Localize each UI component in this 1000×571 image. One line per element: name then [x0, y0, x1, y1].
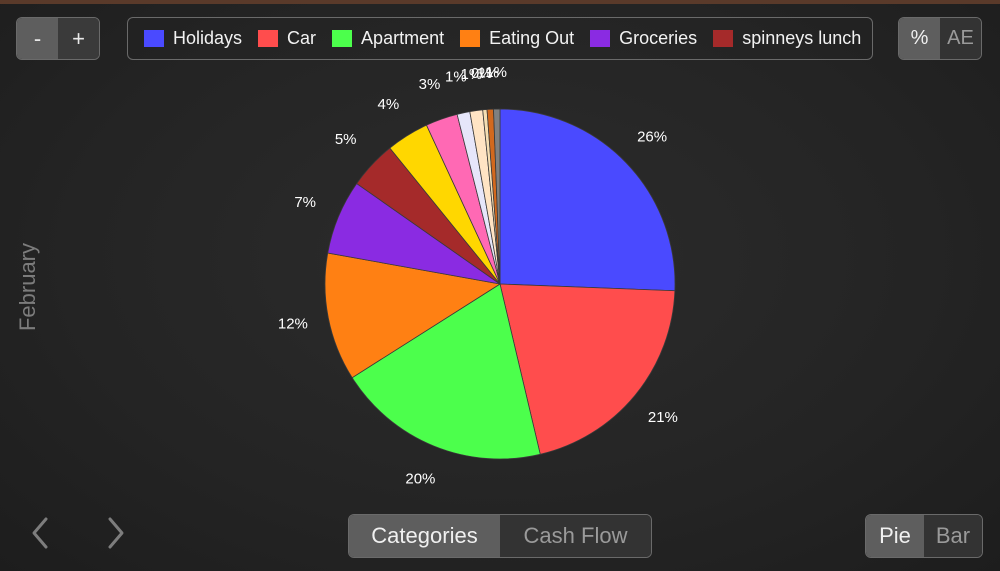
legend-swatch: [258, 30, 279, 47]
slice-label: 1%: [485, 64, 507, 81]
slice-label: 12%: [278, 316, 308, 333]
legend-swatch: [590, 30, 611, 47]
legend-label: Groceries: [619, 28, 698, 48]
legend-label: Eating Out: [489, 28, 575, 48]
cash-flow-tab[interactable]: Cash Flow: [500, 515, 651, 557]
slice-label: 20%: [405, 470, 435, 487]
unit-toggle: % AE: [898, 17, 982, 60]
slice-label: 0%: [471, 65, 493, 82]
legend-item[interactable]: Eating Out: [460, 28, 574, 49]
legend-item[interactable]: spinneys lunch: [713, 28, 861, 49]
legend-item[interactable]: Groceries: [590, 28, 697, 49]
zoom-control: - +: [16, 17, 100, 60]
pie-slice[interactable]: [499, 283, 676, 455]
legend-label: spinneys lunch: [742, 28, 862, 48]
legend-item[interactable]: Holidays: [144, 28, 242, 49]
slice-label: 4%: [378, 96, 400, 113]
top-accent-strip: [0, 0, 1000, 4]
slice-label: 7%: [294, 194, 316, 211]
slice-label: 1%: [477, 64, 499, 81]
chevron-right-icon: [108, 517, 124, 549]
pie-slice[interactable]: [351, 283, 541, 460]
pie-slice[interactable]: [493, 108, 501, 285]
categories-tab[interactable]: Categories: [349, 515, 500, 557]
slice-label: 21%: [648, 409, 678, 426]
slice-label: 1%: [461, 66, 483, 83]
zoom-out-button[interactable]: -: [17, 18, 58, 59]
chevron-left-icon: [32, 517, 48, 549]
legend-swatch: [332, 30, 353, 47]
legend-item[interactable]: Apartment: [332, 28, 444, 49]
legend-item[interactable]: Car: [258, 28, 316, 49]
chart-type-toggle: Pie Bar: [865, 514, 983, 558]
pie-slice[interactable]: [499, 108, 676, 292]
legend-swatch: [713, 30, 734, 47]
legend-label: Apartment: [361, 28, 445, 48]
legend-swatch: [460, 30, 481, 47]
bar-type-button[interactable]: Bar: [924, 515, 982, 557]
slice-label: 3%: [419, 76, 441, 93]
legend-label: Holidays: [173, 28, 243, 48]
currency-unit-button[interactable]: AE: [940, 18, 981, 59]
pie-type-button[interactable]: Pie: [866, 515, 924, 557]
slice-label: 1%: [445, 69, 467, 86]
previous-period-button[interactable]: [25, 513, 55, 553]
view-toggle: Categories Cash Flow: [348, 514, 652, 558]
legend-swatch: [144, 30, 164, 47]
slice-label: 5%: [335, 131, 357, 148]
pie-slice[interactable]: [324, 252, 502, 379]
percent-unit-button[interactable]: %: [899, 18, 940, 59]
slice-label: 26%: [637, 129, 667, 146]
legend-label: Car: [287, 28, 317, 48]
chart-legend[interactable]: Holidays Car Apartment Eating Out Groceries s…: [127, 17, 873, 60]
next-period-button[interactable]: [101, 513, 131, 553]
zoom-in-button[interactable]: +: [58, 18, 99, 59]
